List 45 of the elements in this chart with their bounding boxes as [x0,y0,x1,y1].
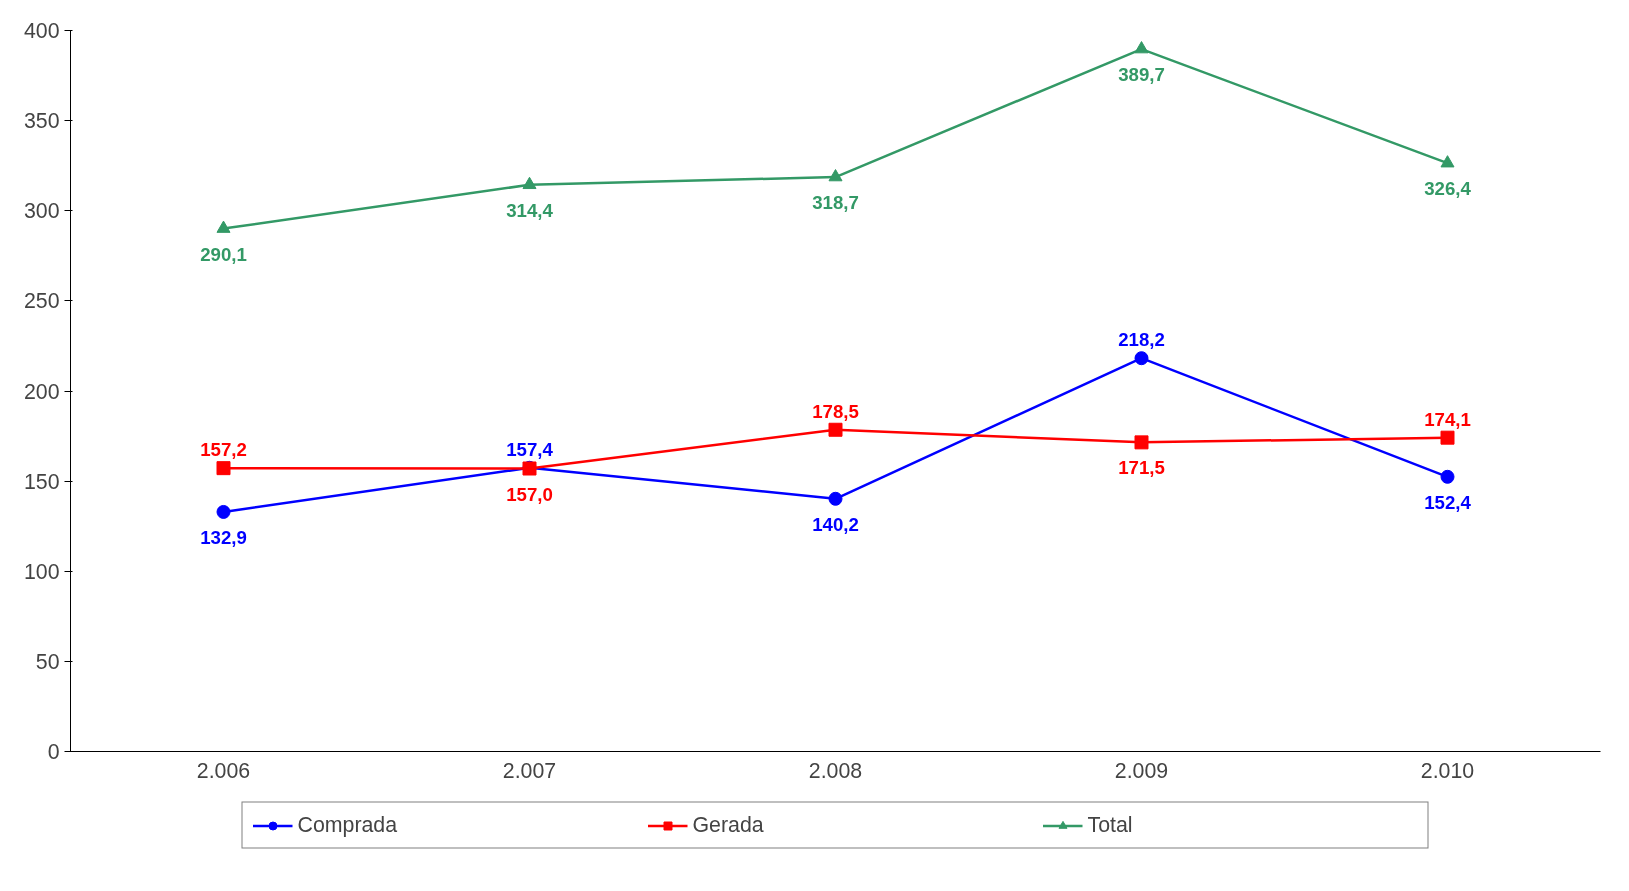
data-label: 290,1 [200,243,247,265]
data-label: 157,4 [506,438,554,460]
data-label: 157,2 [200,439,247,461]
y-tick-label: 350 [23,109,60,134]
point [216,461,231,476]
point [828,422,843,437]
point [1134,435,1149,450]
data-label: 132,9 [200,526,247,548]
y-tick-label: 50 [35,649,60,674]
y-tick-label: 300 [23,199,60,224]
data-label: 178,5 [812,400,859,422]
data-label: 174,1 [1424,408,1471,430]
y-tick-label: 150 [23,469,60,494]
point [216,504,231,519]
data-label: 171,5 [1118,457,1165,479]
point [1134,351,1149,366]
y-tick-label: 100 [23,559,60,584]
point [1134,41,1149,54]
legend-label: Gerada [692,812,765,838]
point [1440,430,1455,445]
y-tick-label: 0 [47,740,60,764]
point [216,220,231,233]
point [828,491,843,506]
x-tick-label: 2.008 [808,758,863,783]
data-label: 218,2 [1118,329,1165,351]
x-tick-label: 2.010 [1420,758,1475,783]
y-tick-label: 250 [23,289,60,314]
data-label: 152,4 [1424,491,1472,513]
data-label: 140,2 [812,513,859,535]
point [522,176,537,190]
legend-label: Comprada [297,812,399,838]
data-label: 157,0 [506,483,553,505]
data-label: 314,4 [506,199,554,221]
x-tick-label: 2.006 [196,758,251,783]
y-tick-label: 200 [23,379,60,404]
point [1440,469,1455,484]
data-label: 318,7 [812,192,859,214]
legend-label: Total [1087,812,1134,838]
data-label: 326,4 [1424,178,1472,200]
point [1440,155,1455,168]
x-tick-label: 2.007 [502,758,557,783]
point [828,169,843,182]
data-label: 389,7 [1118,64,1165,86]
y-tick-label: 400 [23,19,60,43]
x-tick-label: 2.009 [1114,758,1169,783]
